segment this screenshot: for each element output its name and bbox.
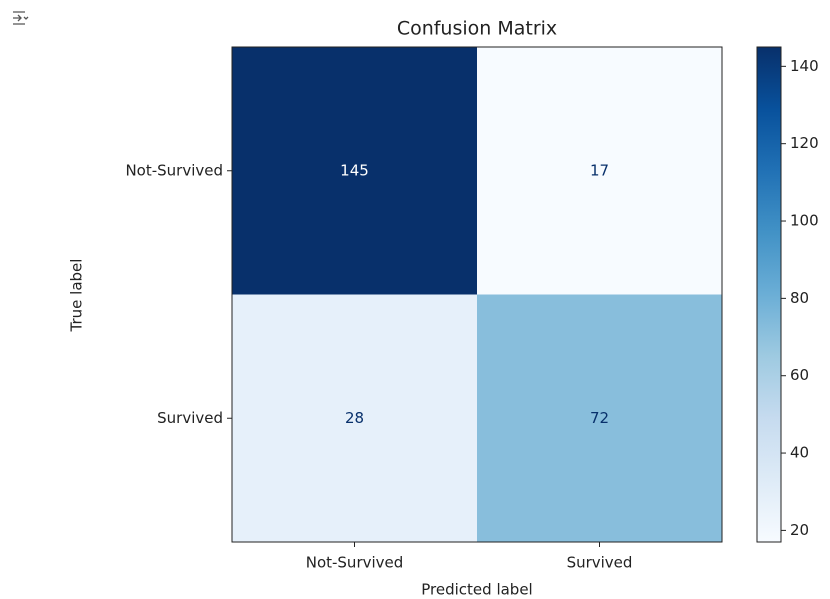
- cell: [232, 294, 478, 543]
- x-tick-label: Not-Survived: [306, 554, 404, 572]
- cell-label: 28: [345, 409, 364, 427]
- y-tick-label: Not-Survived: [125, 161, 223, 179]
- colorbar-tick-label: 100: [790, 212, 819, 230]
- cell-label: 145: [340, 161, 369, 179]
- colorbar: [756, 46, 782, 543]
- plot-frame: [231, 46, 723, 543]
- cell: [232, 47, 478, 295]
- output-icon[interactable]: [13, 11, 29, 25]
- cell: [477, 47, 723, 295]
- cell-label: 72: [590, 409, 609, 427]
- colorbar-tick-label: 60: [790, 366, 809, 384]
- colorbar-tick-label: 140: [790, 57, 819, 75]
- x-tick-label: Survived: [567, 554, 633, 572]
- colorbar-tick-label: 40: [790, 444, 809, 462]
- colorbar-tick-label: 120: [790, 134, 819, 152]
- y-axis-label: True label: [68, 259, 86, 333]
- chart-title: Confusion Matrix: [397, 18, 557, 40]
- colorbar-tick-label: 80: [790, 289, 809, 307]
- cell-label: 17: [590, 161, 609, 179]
- x-axis-label: Predicted label: [421, 581, 532, 599]
- cell: [477, 294, 723, 543]
- colorbar-tick-label: 20: [790, 521, 809, 539]
- y-tick-label: Survived: [157, 409, 223, 427]
